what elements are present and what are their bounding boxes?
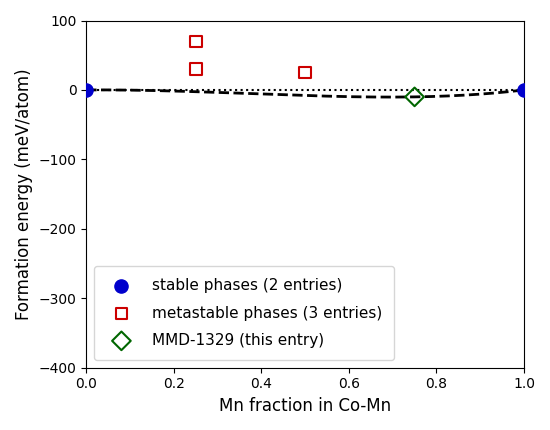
stable phases (2 entries) xyxy=(82,86,91,93)
metastable phases (3 entries) xyxy=(191,38,200,45)
stable phases (2 entries) xyxy=(520,86,529,93)
Y-axis label: Formation energy (meV/atom): Formation energy (meV/atom) xyxy=(15,68,33,320)
MMD-1329 (this entry) xyxy=(410,93,419,100)
metastable phases (3 entries) xyxy=(191,66,200,73)
X-axis label: Mn fraction in Co-Mn: Mn fraction in Co-Mn xyxy=(219,397,391,415)
Legend: stable phases (2 entries), metastable phases (3 entries), MMD-1329 (this entry): stable phases (2 entries), metastable ph… xyxy=(94,266,394,360)
metastable phases (3 entries) xyxy=(301,69,310,76)
